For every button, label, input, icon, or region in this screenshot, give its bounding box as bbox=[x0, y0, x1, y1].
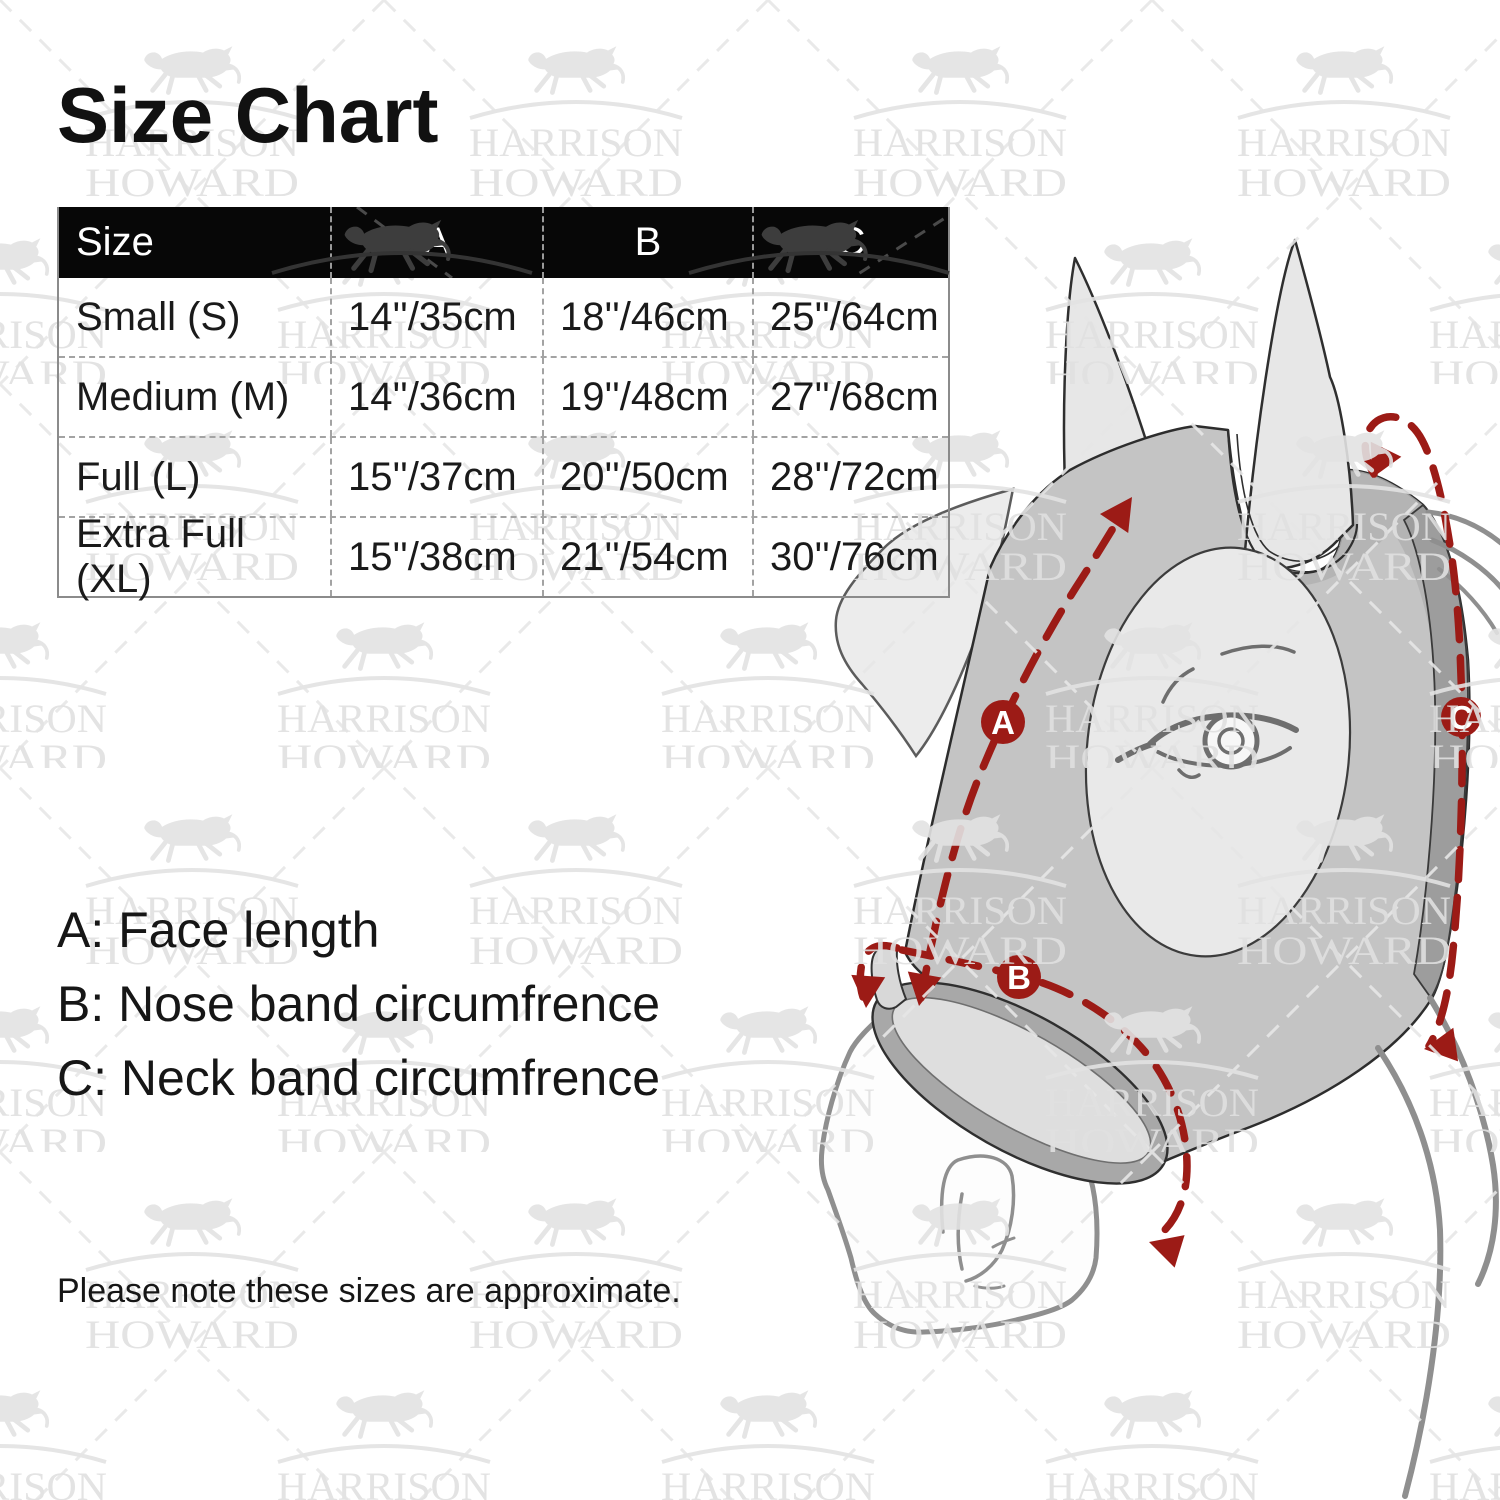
row-value-b: 20''/50cm bbox=[542, 438, 752, 516]
row-value-c: 27''/68cm bbox=[752, 358, 948, 436]
row-value-a: 14''/35cm bbox=[330, 278, 542, 356]
table-row: Medium (M) 14''/36cm 19''/48cm 27''/68cm bbox=[59, 356, 948, 436]
row-value-a: 15''/38cm bbox=[330, 518, 542, 596]
col-header-c: C bbox=[752, 207, 948, 278]
size-table: Size A B C Small (S) 14''/35cm 18''/46cm… bbox=[57, 207, 950, 601]
approximate-sizes-note: Please note these sizes are approximate. bbox=[57, 1272, 681, 1310]
row-value-b: 21''/54cm bbox=[542, 518, 752, 596]
row-value-a: 14''/36cm bbox=[330, 358, 542, 436]
badge-b-letter: B bbox=[1007, 959, 1031, 996]
row-value-c: 28''/72cm bbox=[752, 438, 948, 516]
table-row: Small (S) 14''/35cm 18''/46cm 25''/64cm bbox=[59, 278, 948, 356]
table-row: Extra Full (XL) 15''/38cm 21''/54cm 30''… bbox=[59, 512, 948, 601]
row-value-b: 18''/46cm bbox=[542, 278, 752, 356]
row-value-b: 19''/48cm bbox=[542, 358, 752, 436]
legend-item-b: B: Nose band circumfrence bbox=[57, 976, 661, 1032]
col-header-b: B bbox=[542, 207, 752, 278]
row-size-label: Full (L) bbox=[76, 454, 201, 499]
horse-right-ear bbox=[1242, 238, 1355, 570]
col-header-size: Size bbox=[76, 220, 154, 264]
col-header-a: A bbox=[330, 207, 542, 278]
measurement-legend: A: Face length B: Nose band circumfrence… bbox=[57, 893, 660, 1115]
table-row: Full (L) 15''/37cm 20''/50cm 28''/72cm bbox=[59, 436, 948, 516]
size-table-header: Size A B C bbox=[59, 207, 948, 278]
badge-a-letter: A bbox=[991, 704, 1015, 741]
page-title: Size Chart bbox=[57, 71, 439, 159]
row-size-label: Medium (M) bbox=[76, 374, 290, 419]
row-size-label: Extra Full (XL) bbox=[76, 512, 245, 601]
legend-item-c: C: Neck band circumfrence bbox=[57, 1050, 661, 1106]
neck-lines bbox=[1375, 995, 1499, 1499]
badge-c-letter: C bbox=[1449, 699, 1473, 736]
legend-item-a: A: Face length bbox=[57, 902, 380, 958]
row-value-a: 15''/37cm bbox=[330, 438, 542, 516]
row-size-label: Small (S) bbox=[76, 294, 241, 339]
row-value-c: 30''/76cm bbox=[752, 518, 948, 596]
row-value-c: 25''/64cm bbox=[752, 278, 948, 356]
